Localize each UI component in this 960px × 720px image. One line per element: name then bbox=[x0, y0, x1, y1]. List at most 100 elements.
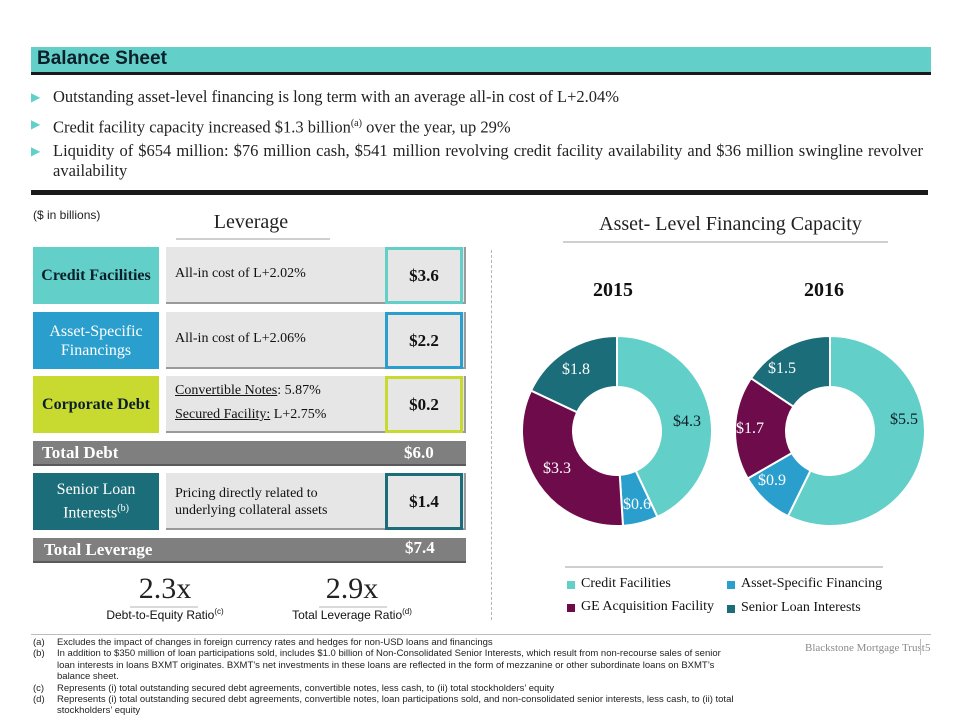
leverage-title-rule bbox=[176, 238, 330, 240]
bullet-text: Outstanding asset-level financing is lon… bbox=[53, 87, 620, 106]
debt-to-equity-label-text: Debt-to-Equity Ratio bbox=[106, 608, 215, 622]
donut-data-label: $0.6 bbox=[623, 496, 651, 513]
footnote-c: (c) Represents (i) total outstanding secu… bbox=[33, 683, 738, 694]
donut-chart-2016: $5.5 $0.9 $1.7 $1.5 bbox=[734, 334, 926, 527]
total-debt-label: Total Debt bbox=[42, 443, 119, 462]
asset-specific-label: Asset-Specific Financings bbox=[33, 312, 159, 369]
convertible-notes-label: Convertible Notes bbox=[175, 383, 278, 398]
capacity-title: Asset- Level Financing Capacity bbox=[599, 213, 862, 235]
leverage-title: Leverage bbox=[213, 211, 289, 233]
donut-slice-ge-acquisition-facility bbox=[734, 376, 795, 480]
legend-label: Credit Facilities bbox=[581, 576, 671, 591]
footer-separator bbox=[920, 639, 921, 655]
footnote-key: (c) bbox=[33, 682, 45, 694]
secured-facility-label: Secured Facility: bbox=[175, 407, 271, 422]
triangle-bullet-icon: ▶ bbox=[31, 117, 41, 131]
footnote-key: (d) bbox=[33, 694, 45, 706]
bullet-text: Credit facility capacity increased $1.3 … bbox=[53, 114, 923, 138]
bullet-text-part: over the year, up 29% bbox=[361, 117, 511, 137]
debt-to-equity-label: Debt-to-Equity Ratio(c) bbox=[90, 607, 240, 622]
footnote-d: (d) Represents (i) total outstanding secu… bbox=[33, 694, 738, 717]
donut-slice-senior-loan-interests bbox=[529, 334, 618, 414]
legend-rule bbox=[565, 566, 883, 568]
footnote-a: (a) Excludes the impact of changes in for… bbox=[33, 637, 738, 648]
legend-label: Senior Loan Interests bbox=[741, 600, 861, 615]
triangle-bullet-icon: ▶ bbox=[31, 144, 41, 158]
asset-specific-desc: All-in cost of L+2.06% bbox=[175, 331, 306, 346]
legend-swatch bbox=[727, 581, 735, 589]
page-number: 5 bbox=[925, 642, 931, 654]
footnote-key: (b) bbox=[33, 648, 45, 660]
bullet-liquidity: ▶ Liquidity of $654 million: $76 million… bbox=[31, 141, 923, 181]
year-2015-label: 2015 bbox=[593, 279, 633, 301]
debt-to-equity-value: 2.3x bbox=[138, 572, 192, 605]
total-leverage-label: Total Leverage bbox=[44, 540, 153, 559]
senior-loan-desc-line-1: Pricing directly related to bbox=[175, 486, 318, 501]
footnote-ref: (d) bbox=[402, 607, 412, 616]
footnote-text: Excludes the impact of changes in foreig… bbox=[57, 637, 493, 648]
senior-loan-label: Senior Loan Interests(b) bbox=[33, 473, 159, 530]
debt-to-equity-rule bbox=[130, 606, 198, 608]
donut-data-label: $5.5 bbox=[890, 411, 918, 428]
corporate-debt-label: Corporate Debt bbox=[33, 376, 159, 433]
footnotes: (a) Excludes the impact of changes in for… bbox=[33, 637, 738, 717]
credit-facilities-label: Credit Facilities bbox=[33, 247, 159, 304]
credit-facilities-desc: All-in cost of L+2.02% bbox=[175, 266, 306, 281]
bullet-credit-facility: ▶ Credit facility capacity increased $1.… bbox=[31, 114, 923, 138]
donut-slice-senior-loan-interests bbox=[749, 334, 831, 408]
legend-label: Asset-Specific Financing bbox=[741, 576, 883, 591]
total-leverage-ratio-value: 2.9x bbox=[325, 572, 379, 605]
unit-note: ($ in billions) bbox=[33, 208, 101, 222]
page-title: Balance Sheet bbox=[37, 48, 167, 69]
bullet-text-part: Credit facility capacity increased $1.3 … bbox=[53, 117, 351, 137]
legend-label: GE Acquisition Facility bbox=[581, 599, 714, 614]
total-leverage-ratio-label: Total Leverage Ratio(d) bbox=[277, 607, 427, 622]
convertible-notes-value: : 5.87% bbox=[277, 383, 321, 398]
donut-data-label: $3.3 bbox=[543, 460, 571, 477]
total-debt-value: $6.0 bbox=[404, 443, 434, 462]
senior-loan-value: $1.4 bbox=[385, 473, 463, 530]
footnote-ref: (c) bbox=[214, 607, 224, 616]
convertible-notes-desc: Convertible Notes: 5.87% bbox=[175, 383, 321, 399]
donut-chart-2015: $4.3 $0.6 $3.3 $1.8 bbox=[521, 334, 713, 527]
footer-rule bbox=[31, 634, 931, 635]
donut-data-label: $1.8 bbox=[562, 361, 590, 378]
total-leverage-ratio-rule bbox=[319, 606, 387, 608]
total-debt-bar: Total Debt $6.0 bbox=[33, 441, 466, 466]
footer-brand: Blackstone Mortgage Trust bbox=[805, 642, 925, 654]
footnote-ref: (a) bbox=[350, 118, 362, 129]
panel-divider bbox=[491, 250, 492, 620]
donut-data-label: $1.5 bbox=[768, 360, 796, 377]
donut-data-label: $4.3 bbox=[673, 413, 701, 430]
footnote-ref: (b) bbox=[117, 503, 129, 515]
corporate-debt-value: $0.2 bbox=[385, 376, 463, 433]
title-rule bbox=[31, 72, 931, 75]
footnote-key: (a) bbox=[33, 637, 45, 648]
year-2016-label: 2016 bbox=[804, 279, 844, 301]
legend-swatch bbox=[727, 605, 735, 613]
donut-slice-credit-facilities bbox=[786, 334, 926, 527]
footnote-text: In addition to $350 million of loan part… bbox=[57, 648, 721, 683]
secured-facility-desc: Secured Facility: L+2.75% bbox=[175, 407, 326, 423]
donut-data-label: $1.7 bbox=[736, 420, 764, 437]
total-leverage-ratio-label-text: Total Leverage Ratio bbox=[292, 608, 403, 622]
donut-data-label: $0.9 bbox=[758, 472, 786, 489]
capacity-title-rule bbox=[563, 241, 888, 243]
title-bar bbox=[31, 47, 931, 72]
asset-specific-value: $2.2 bbox=[385, 312, 463, 369]
credit-facilities-value: $3.6 bbox=[385, 247, 463, 304]
footnote-text: Represents (i) total outstanding secured… bbox=[57, 694, 734, 717]
donut-slice-credit-facilities bbox=[616, 334, 713, 519]
triangle-bullet-icon: ▶ bbox=[31, 90, 41, 104]
senior-loan-desc-line-2: underlying collateral assets bbox=[175, 503, 328, 518]
secured-facility-value: L+2.75% bbox=[270, 407, 327, 422]
footnote-b: (b) In addition to $350 million of loan p… bbox=[33, 648, 738, 682]
total-leverage-value: $7.4 bbox=[405, 538, 435, 557]
legend-swatch bbox=[567, 604, 575, 612]
total-leverage-bar: Total Leverage $7.4 bbox=[33, 538, 466, 563]
bullet-text: Liquidity of $654 million: $76 million c… bbox=[53, 141, 923, 180]
legend-swatch bbox=[567, 581, 575, 589]
section-rule bbox=[31, 190, 928, 195]
donut-slice-ge-acquisition-facility bbox=[521, 389, 625, 527]
senior-loan-label-text: Senior Loan Interests bbox=[56, 481, 136, 522]
